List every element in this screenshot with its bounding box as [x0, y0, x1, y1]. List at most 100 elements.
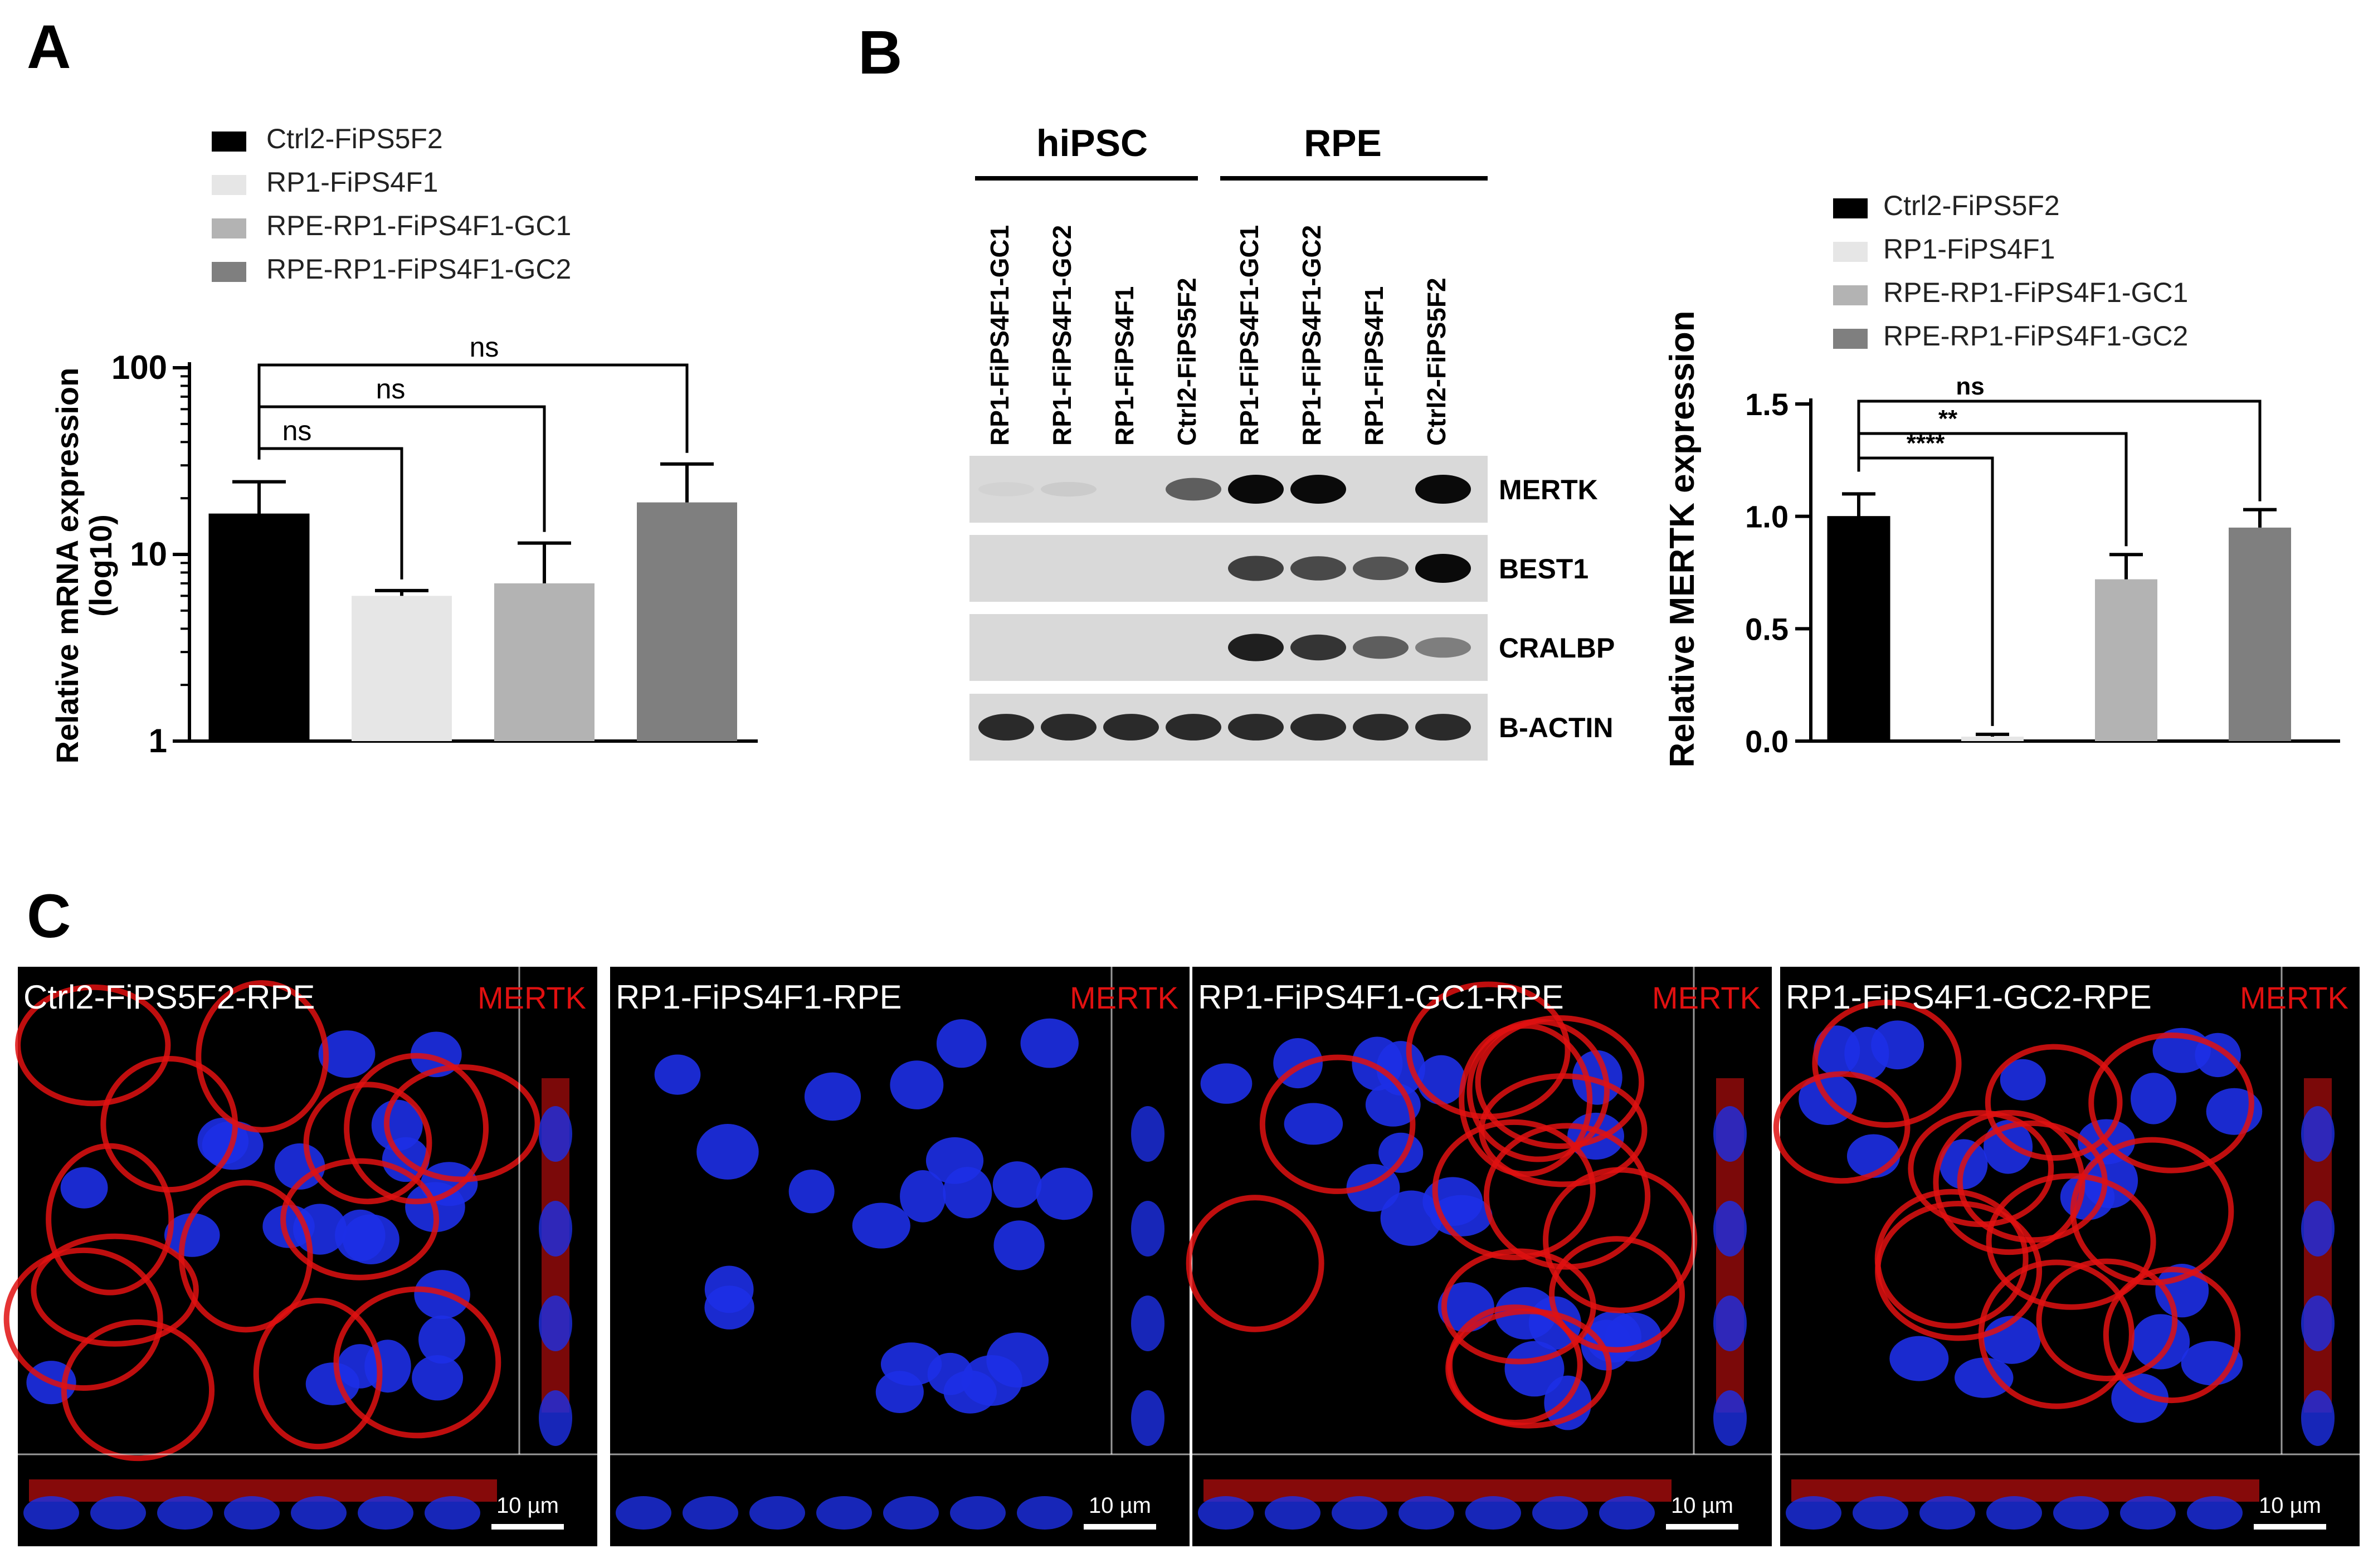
cell-membrane: [1186, 1195, 1324, 1332]
bar: [208, 513, 310, 742]
blot-band: [1166, 478, 1221, 501]
blot-row-label: CRALBP: [1499, 632, 1615, 664]
blot-row-label: MERTK: [1499, 474, 1598, 505]
bar: [352, 596, 452, 741]
lane-label: RP1-FiPS4F1-GC1: [1235, 225, 1264, 446]
nucleus: [1437, 1282, 1494, 1332]
nucleus: [852, 1202, 910, 1249]
cell-membrane: [1812, 999, 1962, 1128]
blot-band: [978, 714, 1034, 741]
significance-label: ns: [470, 332, 499, 363]
nucleus-orthogonal: [2187, 1496, 2243, 1530]
nucleus-orthogonal: [2301, 1296, 2335, 1351]
lane-label: Ctrl2-FiPS5F2: [1422, 277, 1451, 446]
cell-membrane: [1908, 1110, 2054, 1228]
lane-label: RP1-FiPS4F1-GC2: [1047, 225, 1076, 446]
blot-row-label: BEST1: [1499, 553, 1588, 585]
nucleus: [164, 1213, 220, 1257]
nucleus: [936, 1019, 987, 1068]
group-label: hiPSC: [1036, 122, 1148, 164]
nucleus: [418, 1315, 465, 1364]
blot-band: [978, 482, 1034, 496]
nucleus-orthogonal: [1713, 1106, 1747, 1162]
scale-bar-label: 10 µm: [496, 1493, 559, 1518]
nucleus-orthogonal: [1198, 1496, 1254, 1530]
cell-membrane: [1445, 1308, 1612, 1429]
blot-band: [1103, 714, 1159, 741]
scale-bar-label: 10 µm: [1089, 1493, 1151, 1518]
nucleus: [696, 1124, 759, 1180]
legend-swatch: [212, 262, 246, 282]
nucleus-orthogonal: [23, 1496, 79, 1530]
cell-membrane: [2036, 1258, 2178, 1382]
cell-membrane: [2103, 1267, 2241, 1404]
scale-bar: [491, 1524, 564, 1530]
nucleus: [1200, 1063, 1253, 1104]
legend-label: RPE-RP1-FiPS4F1-GC1: [1883, 277, 2188, 308]
blot-band: [1228, 556, 1284, 581]
nucleus-orthogonal: [90, 1496, 146, 1530]
bar: [1827, 516, 1890, 742]
scale-bar: [1666, 1524, 1738, 1530]
lane-label: Ctrl2-FiPS5F2: [1172, 277, 1201, 446]
nucleus: [2131, 1073, 2177, 1124]
significance-bracket: [1857, 400, 2262, 501]
image-label: RP1-FiPS4F1-GC1-RPE: [1198, 978, 1564, 1016]
nucleus-orthogonal: [539, 1390, 572, 1446]
nucleus-orthogonal: [1713, 1296, 1747, 1351]
nucleus: [1422, 1177, 1483, 1226]
nucleus: [993, 1220, 1045, 1270]
nucleus: [1284, 1103, 1343, 1145]
blot-band: [1228, 634, 1284, 661]
nucleus-orthogonal: [157, 1496, 213, 1530]
scale-bar-label: 10 µm: [2259, 1493, 2321, 1518]
cell-membrane: [61, 1319, 215, 1462]
nucleus: [804, 1072, 861, 1121]
nucleus: [1036, 1167, 1093, 1220]
nucleus-orthogonal: [2053, 1496, 2109, 1530]
nucleus: [342, 1214, 399, 1265]
cell-membrane: [383, 1064, 540, 1182]
lane-label: RP1-FiPS4F1: [1110, 286, 1139, 446]
chart-b: Ctrl2-FiPS5F2 RP1-FiPS4F1 RPE-RP1-FiPS4F1-…: [1663, 190, 2340, 768]
cell-membrane: [1475, 1015, 1645, 1150]
nucleus-orthogonal: [539, 1106, 572, 1162]
nucleus: [2155, 1264, 2209, 1318]
nucleus: [305, 1362, 360, 1405]
y-axis-label: Relative mRNA expression(log10): [50, 368, 118, 764]
nucleus-orthogonal: [1532, 1496, 1588, 1530]
bar: [2229, 527, 2291, 741]
nucleus-orthogonal: [1131, 1201, 1164, 1257]
nucleus: [1567, 1112, 1624, 1160]
y-tick-label: 0.5: [1745, 611, 1789, 646]
nucleus-orthogonal: [1131, 1106, 1164, 1162]
significance-label: ns: [282, 415, 312, 446]
nucleus: [1889, 1336, 1949, 1381]
nucleus-orthogonal: [1131, 1296, 1164, 1351]
nucleus-orthogonal: [1786, 1496, 1841, 1530]
cell-membrane: [253, 1298, 383, 1450]
nucleus-orthogonal: [358, 1496, 413, 1530]
blot-band: [1228, 714, 1284, 741]
image-label: RP1-FiPS4F1-RPE: [616, 978, 902, 1016]
image-label: RP1-FiPS4F1-GC2-RPE: [1786, 978, 2152, 1016]
image-label: Ctrl2-FiPS5F2-RPE: [23, 978, 315, 1016]
lane-label: RP1-FiPS4F1: [1359, 286, 1388, 446]
nucleus-orthogonal: [950, 1496, 1006, 1530]
blot-band: [1166, 714, 1221, 741]
cell-membrane: [15, 984, 171, 1107]
nucleus: [704, 1265, 754, 1313]
cell-membrane: [1986, 1173, 2156, 1310]
blot-band: [1290, 714, 1346, 741]
y-tick-label: 1: [149, 722, 167, 759]
nucleus: [2000, 1059, 2046, 1101]
nucleus-orthogonal: [2301, 1106, 2335, 1162]
legend-label: RPE-RP1-FiPS4F1-GC2: [1883, 320, 2188, 352]
legend-swatch: [212, 132, 246, 152]
y-tick-label: 100: [111, 349, 167, 386]
cell-membrane: [333, 1286, 501, 1439]
cell-membrane: [280, 1158, 440, 1280]
nucleus: [925, 1137, 984, 1184]
significance-label: ns: [1956, 373, 1984, 400]
nucleus: [60, 1167, 108, 1209]
